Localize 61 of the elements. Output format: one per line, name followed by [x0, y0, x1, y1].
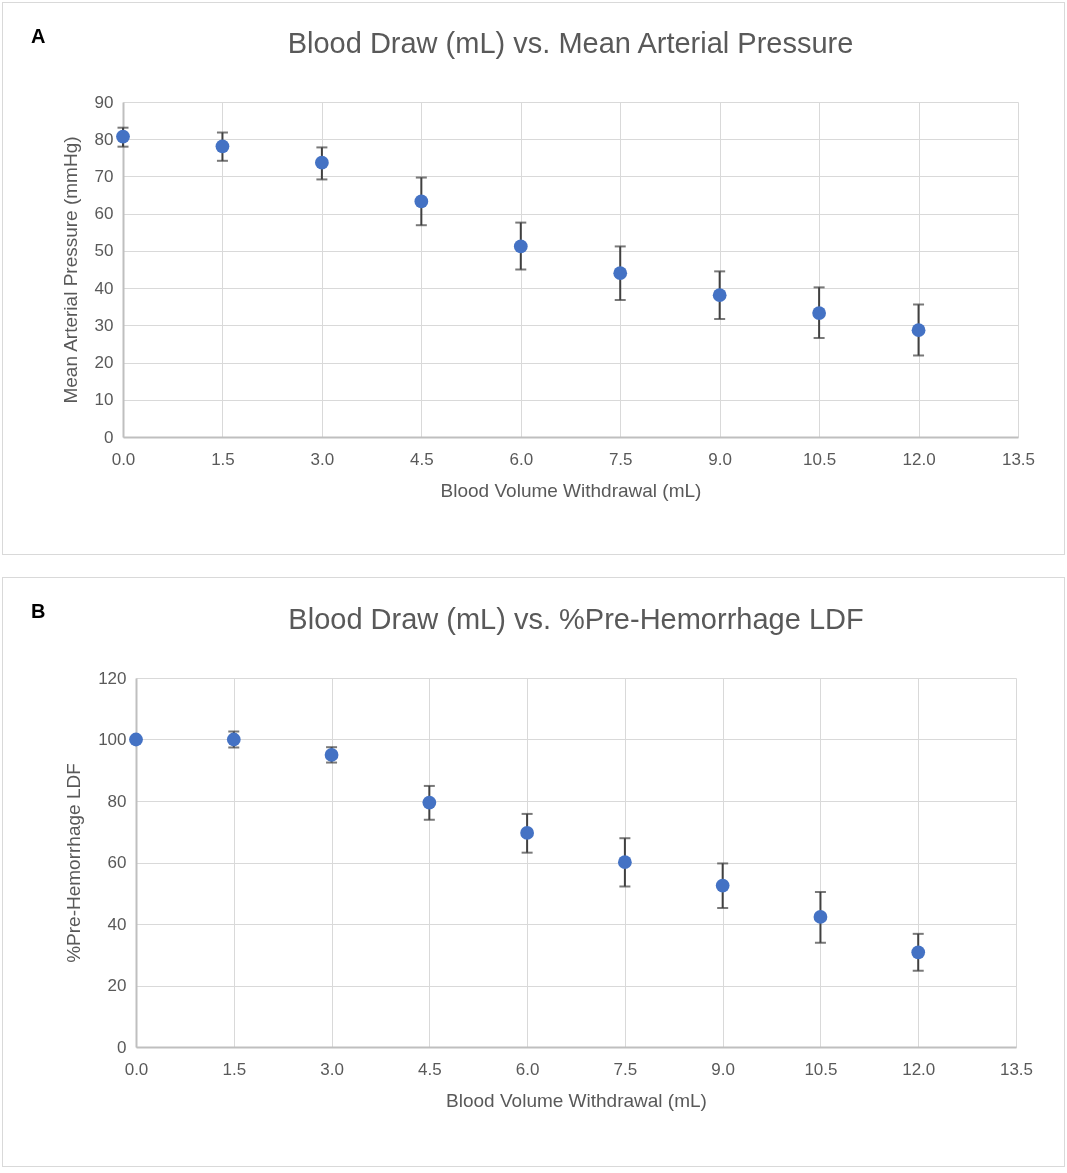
point: [520, 826, 534, 840]
chart-title: Blood Draw (mL) vs. Mean Arterial Pressure: [287, 27, 854, 59]
x-tick-label: 0.0: [111, 449, 136, 469]
y-axis-title: %Pre-Hemorrhage LDF: [63, 763, 85, 963]
text: A: [31, 25, 46, 48]
x-tick-label: 7.5: [613, 1059, 638, 1079]
point: [513, 239, 528, 254]
point: [215, 139, 230, 154]
y-tick-label: 20: [107, 976, 127, 995]
y-tick-label: 40: [94, 278, 114, 298]
y-tick-label: 90: [94, 92, 114, 112]
x-tick-label: 0.0: [124, 1059, 149, 1079]
point: [715, 878, 730, 893]
x-tick-label: 3.0: [310, 449, 335, 469]
y-tick-label: 50: [94, 241, 114, 261]
x-tick-label: 1.5: [222, 1059, 247, 1079]
y-tick-label: 0: [117, 1037, 127, 1057]
x-tick-label: 7.5: [608, 449, 633, 469]
x-axis-title: Blood Volume Withdrawal (mL): [440, 479, 702, 501]
point: [911, 945, 926, 960]
x-tick-label: 12.0: [902, 1059, 936, 1079]
x-tick-label: 1.5: [211, 449, 235, 469]
y-axis-title: Mean Arterial Pressure (mmHg): [59, 136, 81, 404]
point: [911, 323, 926, 338]
point: [116, 129, 130, 144]
point: [618, 855, 632, 870]
x-axis-title: Blood Volume Withdrawal (mL): [446, 1089, 707, 1111]
y-tick-label: 100: [98, 730, 127, 749]
x-tick-label: 4.5: [410, 449, 434, 469]
chart-title: Blood Draw (mL) vs. %Pre-Hemorrhage LDF: [288, 603, 864, 635]
x-tick-label: 10.5: [803, 449, 837, 469]
x-tick-label: 13.5: [1001, 449, 1036, 469]
y-tick-label: 80: [94, 129, 114, 149]
y-tick-label: 80: [107, 791, 127, 811]
y-tick-label: 120: [98, 668, 127, 688]
y-tick-label: 60: [107, 853, 127, 872]
point: [422, 795, 437, 810]
x-tick-label: 10.5: [804, 1059, 838, 1079]
x-tick-label: 3.0: [320, 1059, 344, 1079]
y-tick-label: 60: [94, 204, 114, 224]
x-tick-label: 4.5: [418, 1059, 442, 1079]
point: [712, 288, 727, 303]
x-tick-label: 9.0: [708, 449, 732, 469]
x-tick-label: 6.0: [509, 449, 534, 469]
x-tick-label: 13.5: [999, 1059, 1034, 1079]
y-tick-label: 70: [94, 166, 114, 186]
point: [129, 732, 143, 747]
text: B: [31, 600, 46, 623]
y-tick-label: 20: [94, 353, 114, 373]
y-tick-label: 30: [94, 315, 114, 335]
x-tick-label: 6.0: [515, 1059, 540, 1079]
point: [315, 155, 329, 170]
y-tick-label: 40: [107, 914, 127, 934]
x-tick-label: 9.0: [711, 1059, 735, 1079]
point: [812, 306, 826, 320]
y-tick-label: 10: [94, 390, 114, 410]
point: [813, 910, 828, 924]
point: [613, 266, 628, 281]
y-tick-label: 0: [104, 427, 114, 447]
point: [414, 194, 429, 209]
x-tick-label: 12.0: [902, 449, 936, 469]
